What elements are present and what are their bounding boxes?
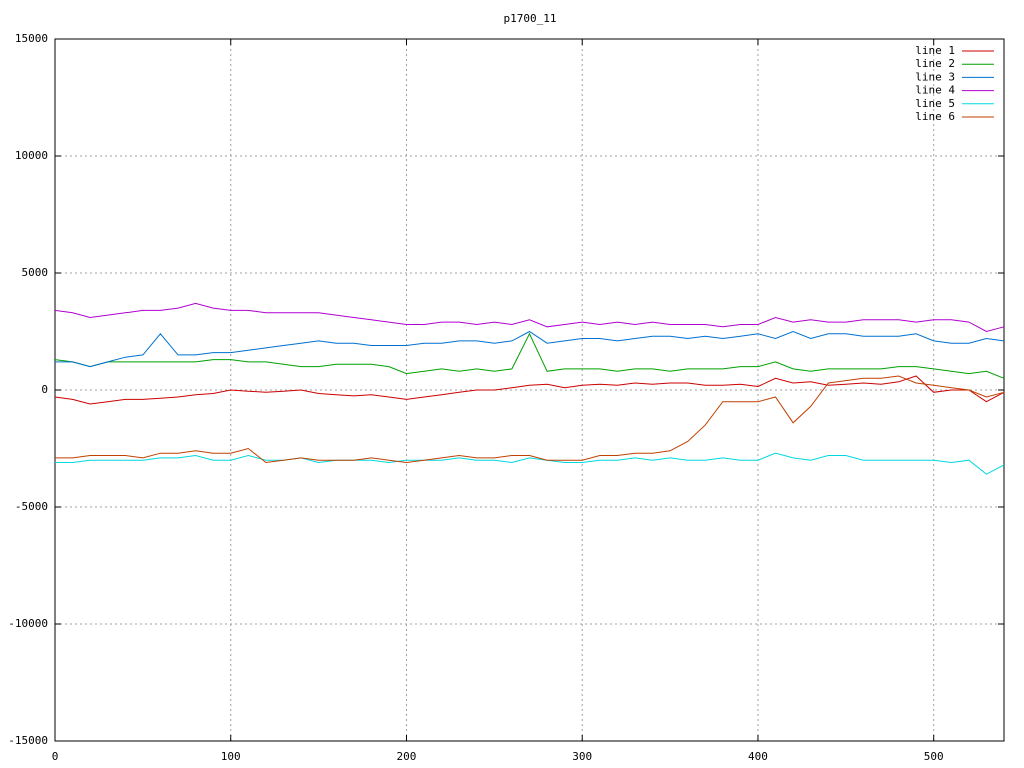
plot-border: [54, 38, 1005, 742]
series-line: [54, 375, 1005, 405]
series-line: [54, 302, 1005, 333]
x-tick-label: 500: [924, 750, 944, 763]
legend-label: line 5: [915, 97, 955, 110]
legend-label: line 6: [915, 110, 955, 123]
series-line: [54, 332, 1005, 379]
y-tick-label: -15000: [8, 734, 48, 747]
x-tick-label: 200: [397, 750, 417, 763]
y-tick-label: 0: [41, 383, 48, 396]
series-line: [55, 375, 1005, 464]
y-tick-label: 15000: [15, 32, 48, 45]
y-tick-label: -5000: [15, 500, 48, 513]
x-tick-label: 300: [572, 750, 592, 763]
legend-label: line 1: [915, 44, 955, 57]
x-tick-label: 400: [748, 750, 768, 763]
chart-title: p1700_11: [504, 12, 557, 25]
series-line: [55, 330, 1005, 368]
legend-label: line 4: [915, 84, 955, 97]
legend-label: line 3: [915, 70, 955, 83]
x-tick-label: 0: [52, 750, 59, 763]
x-tick-label: 100: [221, 750, 241, 763]
y-tick-label: 5000: [22, 266, 49, 279]
y-tick-label: -10000: [8, 617, 48, 630]
legend-label: line 2: [915, 57, 955, 70]
y-tick-label: 10000: [15, 149, 48, 162]
series-line: [55, 452, 1005, 475]
